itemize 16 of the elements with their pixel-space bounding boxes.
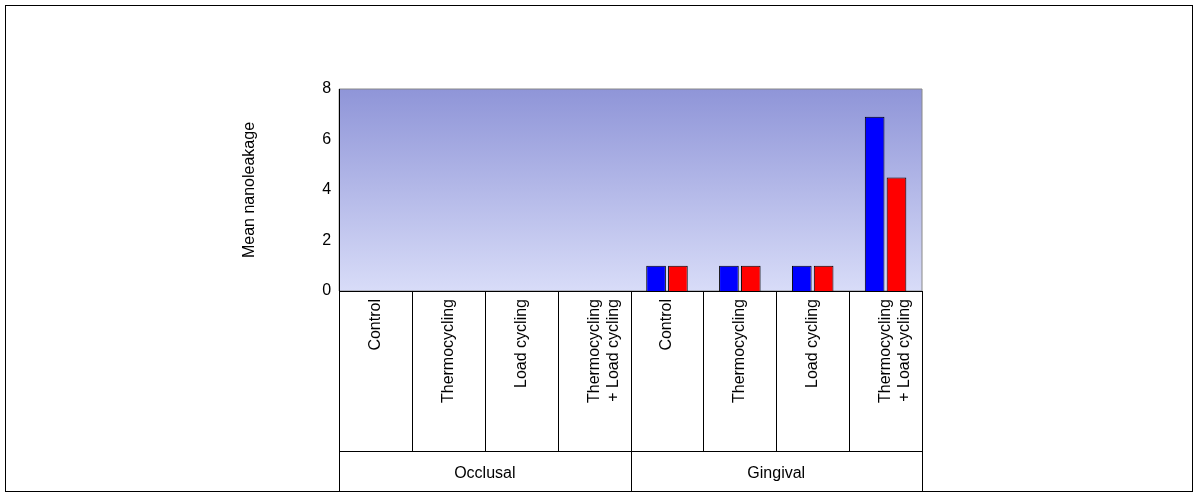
x-tick-label: Thermocycling [438,299,456,404]
x-tick-label: Control [365,299,383,351]
text: Occlusal [454,464,516,482]
x-tick-label: Load cycling [803,299,821,388]
y-tick-label: 6 [322,129,332,147]
y-tick-label: 2 [322,230,332,248]
y-tick-label: 0 [322,281,332,299]
y-tick-label: 4 [322,180,332,198]
text: Gingival [747,464,806,482]
y-tick-label: 8 [322,79,332,97]
x-tick-label: Load cycling [511,299,529,388]
x-tick-label: Thermocycling + Load cycling [875,299,913,404]
x-tick-label: Thermocycling + Load cycling [584,299,621,404]
y-axis-title: Mean nanoleakage [240,121,258,259]
x-tick-label: Control [657,299,675,351]
x-tick-label: Thermocycling [730,299,748,404]
